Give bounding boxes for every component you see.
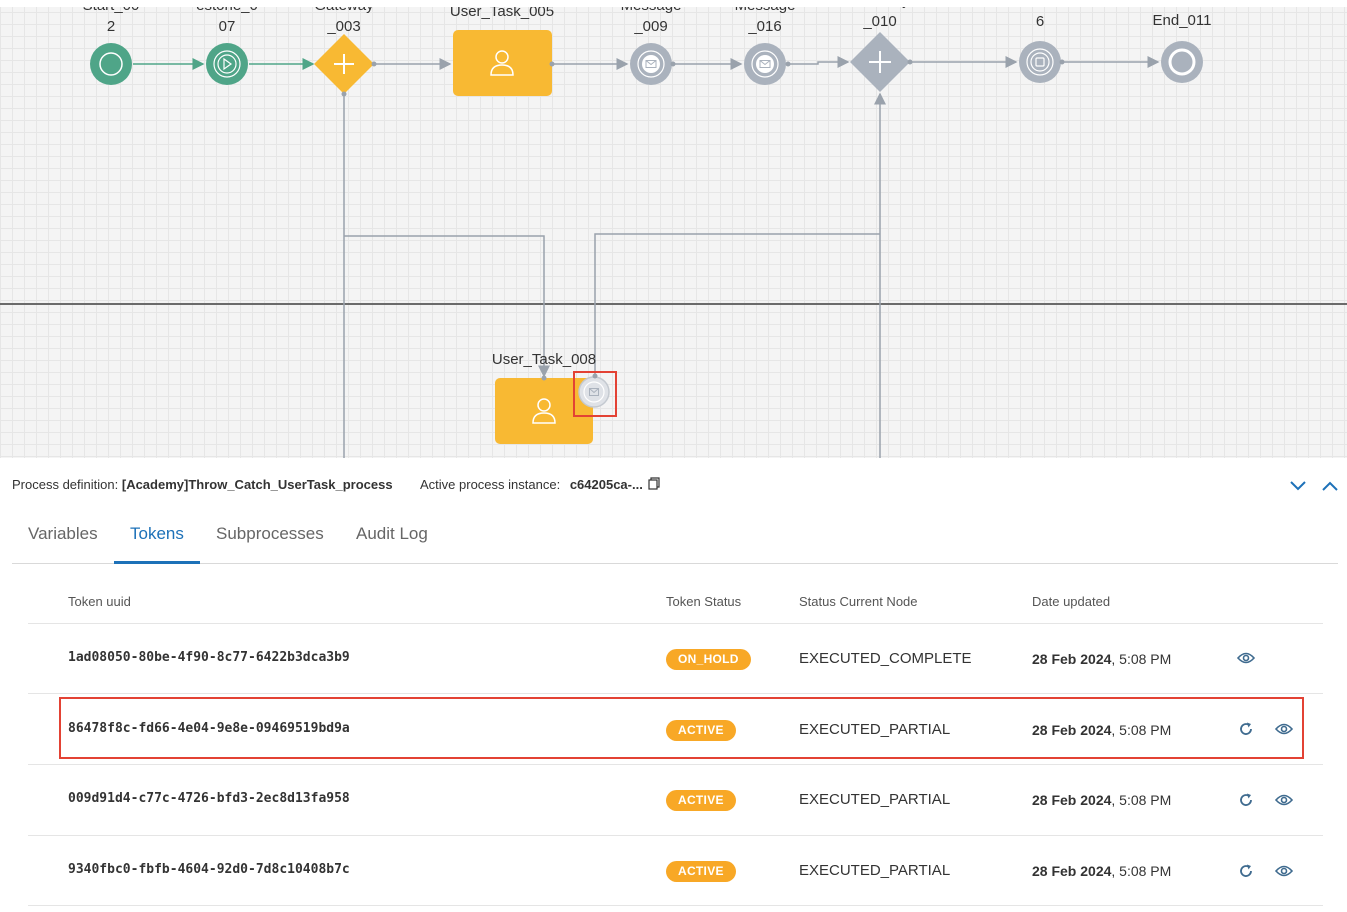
boundary-message-event-node (578, 373, 610, 408)
eye-icon[interactable] (1273, 718, 1295, 740)
row-divider (28, 764, 1323, 765)
milestone-event-node (206, 43, 248, 85)
tabs-divider (12, 563, 1338, 564)
start-event-node (90, 43, 132, 85)
header-divider (28, 623, 1323, 624)
tab-audit-log[interactable]: Audit Log (356, 524, 428, 543)
message-event-016-node (744, 43, 791, 85)
refresh-icon[interactable] (1235, 718, 1257, 740)
chevron-down-icon[interactable] (1287, 475, 1309, 497)
date-value: 28 Feb 2024 (1032, 863, 1112, 879)
column-header-token-status: Token Status (666, 594, 742, 609)
end-event-label-text: End_011 (1152, 12, 1212, 29)
gateway-003-label-line2: _003 (327, 18, 361, 35)
intermediate-event-6-node (1019, 41, 1065, 83)
parallel-gateway-003-node (314, 34, 377, 97)
time-value: , 5:08 PM (1111, 651, 1172, 667)
node-6-label-text: 6 (1035, 13, 1045, 30)
user-task-008-label-text: User_Task_008 (491, 351, 597, 368)
row-divider (28, 835, 1323, 836)
copy-icon[interactable] (646, 474, 662, 492)
tab-subprocesses[interactable]: Subprocesses (216, 524, 324, 543)
tab-variables[interactable]: Variables (28, 524, 98, 543)
process-diagram-svg (0, 30, 1347, 458)
date-updated-cell: 28 Feb 2024, 5:08 PM (1032, 722, 1171, 738)
milestone-event-label-line2: 07 (218, 18, 236, 35)
date-value: 28 Feb 2024 (1032, 792, 1112, 808)
tab-tokens[interactable]: Tokens (130, 524, 184, 543)
parallel-gateway-010-node (850, 32, 913, 92)
eye-icon[interactable] (1235, 647, 1257, 669)
current-node-status-cell: EXECUTED_PARTIAL (799, 721, 951, 738)
end-event-label: End_011 (1142, 10, 1222, 31)
process-definition-info: Process definition: [Academy]Throw_Catch… (12, 477, 393, 492)
date-updated-cell: 28 Feb 2024, 5:08 PM (1032, 651, 1171, 667)
row-divider (28, 905, 1323, 906)
active-instance-info: Active process instance: c64205ca-... (420, 477, 643, 492)
refresh-icon[interactable] (1235, 860, 1257, 882)
gateway-010-label-line2: _010 (863, 13, 897, 30)
flow-to-task008 (344, 235, 550, 378)
chevron-up-icon[interactable] (1319, 475, 1341, 497)
process-definition-label: Process definition: (12, 477, 119, 492)
process-definition-value: [Academy]Throw_Catch_UserTask_process (121, 477, 393, 492)
status-badge: ACTIVE (666, 790, 736, 811)
date-updated-cell: 28 Feb 2024, 5:08 PM (1032, 792, 1171, 808)
flow-msg016-to-gateway2 (788, 56, 850, 68)
active-instance-label: Active process instance: (420, 477, 561, 492)
column-header-date-updated: Date updated (1032, 594, 1111, 609)
user-task-005-node (453, 30, 555, 96)
row-divider (28, 693, 1323, 694)
column-header-token-uuid: Token uuid (68, 594, 131, 609)
end-event-node (1161, 41, 1203, 83)
token-uuid-cell: 9340fbc0-fbfb-4604-92d0-7d8c10408b7c (68, 862, 350, 877)
status-badge: ACTIVE (666, 720, 736, 741)
time-value: , 5:08 PM (1111, 863, 1172, 879)
date-value: 28 Feb 2024 (1032, 651, 1112, 667)
current-node-status-cell: EXECUTED_PARTIAL (799, 791, 951, 808)
eye-icon[interactable] (1273, 789, 1295, 811)
time-value: , 5:08 PM (1111, 792, 1172, 808)
current-node-status-cell: EXECUTED_COMPLETE (799, 650, 972, 667)
date-updated-cell: 28 Feb 2024, 5:08 PM (1032, 863, 1171, 879)
current-node-status-cell: EXECUTED_PARTIAL (799, 862, 951, 879)
process-diagram-canvas[interactable]: Start_00 2 estone_0 07 Gateway _003 User… (0, 0, 1347, 458)
start-event-label-line2: 2 (106, 18, 116, 35)
date-value: 28 Feb 2024 (1032, 722, 1112, 738)
node-6-label: 6 (1000, 11, 1080, 32)
user-task-008-label: User_Task_008 (484, 349, 604, 370)
token-uuid-cell: 86478f8c-fd66-4e04-9e8e-09469519bd9a (68, 721, 350, 736)
user-task-005-label: User_Task_005 (442, 1, 562, 22)
instance-details-panel (0, 458, 1347, 912)
message-009-label-line2: _009 (634, 18, 668, 35)
refresh-icon[interactable] (1235, 789, 1257, 811)
active-instance-value: c64205ca-... (569, 477, 643, 492)
flow-catch-to-gateway2 (594, 233, 880, 376)
boundary-event-highlight (573, 371, 617, 417)
column-header-current-node: Status Current Node (799, 594, 918, 609)
canvas-top-edge (0, 0, 1347, 7)
user-task-008-node (495, 375, 593, 444)
time-value: , 5:08 PM (1111, 722, 1172, 738)
token-uuid-cell: 009d91d4-c77c-4726-bfd3-2ec8d13fa958 (68, 791, 350, 806)
status-badge: ACTIVE (666, 861, 736, 882)
status-badge: ON_HOLD (666, 649, 751, 670)
selected-row-highlight (59, 697, 1304, 759)
message-016-label-line2: _016 (748, 18, 782, 35)
token-uuid-cell: 1ad08050-80be-4f90-8c77-6422b3dca3b9 (68, 650, 350, 665)
message-event-009-node (630, 43, 676, 85)
user-task-005-label-text: User_Task_005 (449, 3, 555, 20)
eye-icon[interactable] (1273, 860, 1295, 882)
active-tab-indicator (114, 561, 200, 564)
